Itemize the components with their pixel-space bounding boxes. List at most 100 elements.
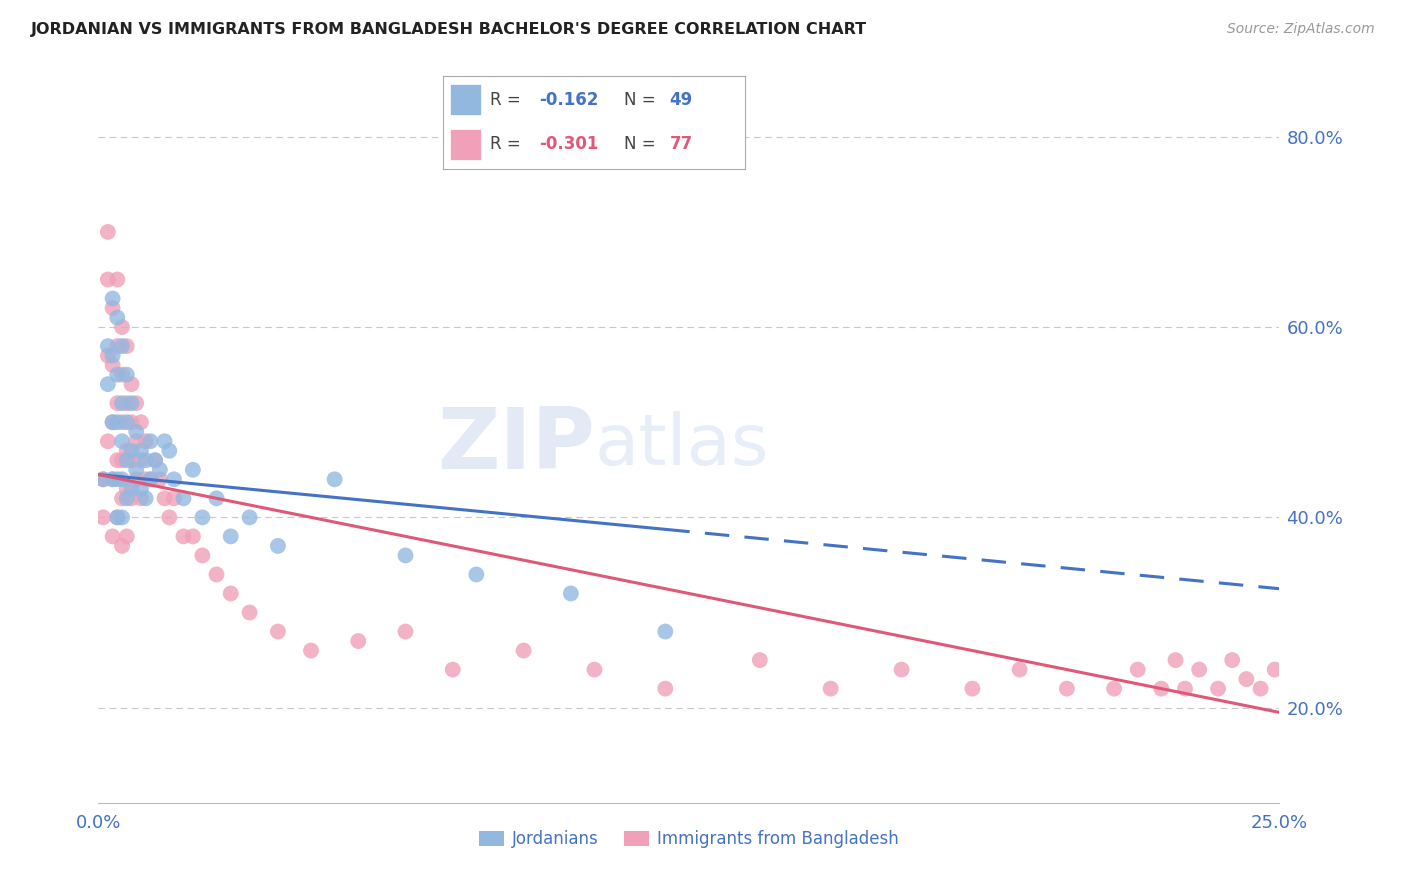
Point — [129, 491, 152, 506]
Point — [1150, 681, 1173, 696]
Point — [139, 434, 162, 449]
Point — [121, 491, 143, 506]
Point — [105, 510, 128, 524]
Point — [347, 634, 370, 648]
Point — [135, 491, 157, 506]
Point — [101, 301, 124, 315]
Point — [149, 463, 172, 477]
Point — [101, 415, 124, 429]
Point — [219, 586, 242, 600]
Point — [115, 529, 138, 543]
Point — [111, 368, 134, 382]
Point — [105, 368, 128, 382]
Point — [97, 272, 120, 286]
Point — [111, 453, 134, 467]
Point — [91, 472, 114, 486]
Point — [125, 396, 148, 410]
Text: R =: R = — [489, 91, 520, 109]
Point — [239, 510, 262, 524]
Point — [820, 681, 842, 696]
Point — [1102, 681, 1125, 696]
Point — [129, 415, 152, 429]
Point — [1008, 663, 1031, 677]
Point — [1126, 663, 1149, 677]
Point — [111, 510, 134, 524]
Point — [97, 434, 120, 449]
Point — [465, 567, 488, 582]
Point — [143, 453, 166, 467]
Point — [1174, 681, 1197, 696]
Point — [205, 491, 228, 506]
Point — [181, 463, 204, 477]
Point — [101, 472, 124, 486]
Point — [135, 434, 157, 449]
Point — [239, 606, 262, 620]
Point — [111, 472, 134, 486]
Point — [105, 453, 128, 467]
FancyBboxPatch shape — [450, 129, 481, 160]
Point — [115, 396, 138, 410]
Point — [101, 529, 124, 543]
Point — [1278, 710, 1301, 724]
Point — [139, 472, 162, 486]
Point — [115, 368, 138, 382]
Point — [172, 529, 194, 543]
Point — [121, 482, 143, 496]
Point — [115, 415, 138, 429]
Point — [121, 396, 143, 410]
Point — [121, 443, 143, 458]
Point — [583, 663, 606, 677]
Point — [394, 549, 416, 563]
Text: N =: N = — [624, 91, 655, 109]
Text: Source: ZipAtlas.com: Source: ZipAtlas.com — [1227, 22, 1375, 37]
Point — [129, 453, 152, 467]
Text: N =: N = — [624, 136, 655, 153]
Text: atlas: atlas — [595, 411, 769, 481]
Point — [101, 358, 124, 372]
Point — [1056, 681, 1078, 696]
Point — [441, 663, 464, 677]
Point — [267, 539, 290, 553]
Point — [512, 643, 534, 657]
Point — [105, 272, 128, 286]
Point — [962, 681, 984, 696]
Point — [1188, 663, 1211, 677]
Point — [135, 472, 157, 486]
Point — [91, 510, 114, 524]
Point — [97, 339, 120, 353]
Point — [1220, 653, 1243, 667]
Point — [97, 225, 120, 239]
Point — [97, 349, 120, 363]
Point — [101, 415, 124, 429]
Point — [654, 624, 676, 639]
Point — [111, 320, 134, 334]
Point — [172, 491, 194, 506]
Point — [191, 510, 214, 524]
Point — [97, 377, 120, 392]
Point — [323, 472, 346, 486]
Point — [1206, 681, 1229, 696]
Point — [105, 472, 128, 486]
Point — [139, 472, 162, 486]
Point — [1164, 653, 1187, 667]
Point — [219, 529, 242, 543]
Point — [101, 472, 124, 486]
FancyBboxPatch shape — [450, 84, 481, 115]
Text: 77: 77 — [669, 136, 693, 153]
Point — [121, 415, 143, 429]
Point — [115, 482, 138, 496]
Point — [115, 339, 138, 353]
Legend: Jordanians, Immigrants from Bangladesh: Jordanians, Immigrants from Bangladesh — [472, 824, 905, 855]
Point — [115, 443, 138, 458]
Point — [191, 549, 214, 563]
Point — [1250, 681, 1272, 696]
Point — [153, 491, 176, 506]
Y-axis label: Bachelor's Degree: Bachelor's Degree — [0, 363, 8, 529]
Point — [91, 472, 114, 486]
Point — [105, 510, 128, 524]
Point — [153, 434, 176, 449]
Point — [267, 624, 290, 639]
Point — [157, 510, 180, 524]
Point — [205, 567, 228, 582]
Text: JORDANIAN VS IMMIGRANTS FROM BANGLADESH BACHELOR'S DEGREE CORRELATION CHART: JORDANIAN VS IMMIGRANTS FROM BANGLADESH … — [31, 22, 868, 37]
